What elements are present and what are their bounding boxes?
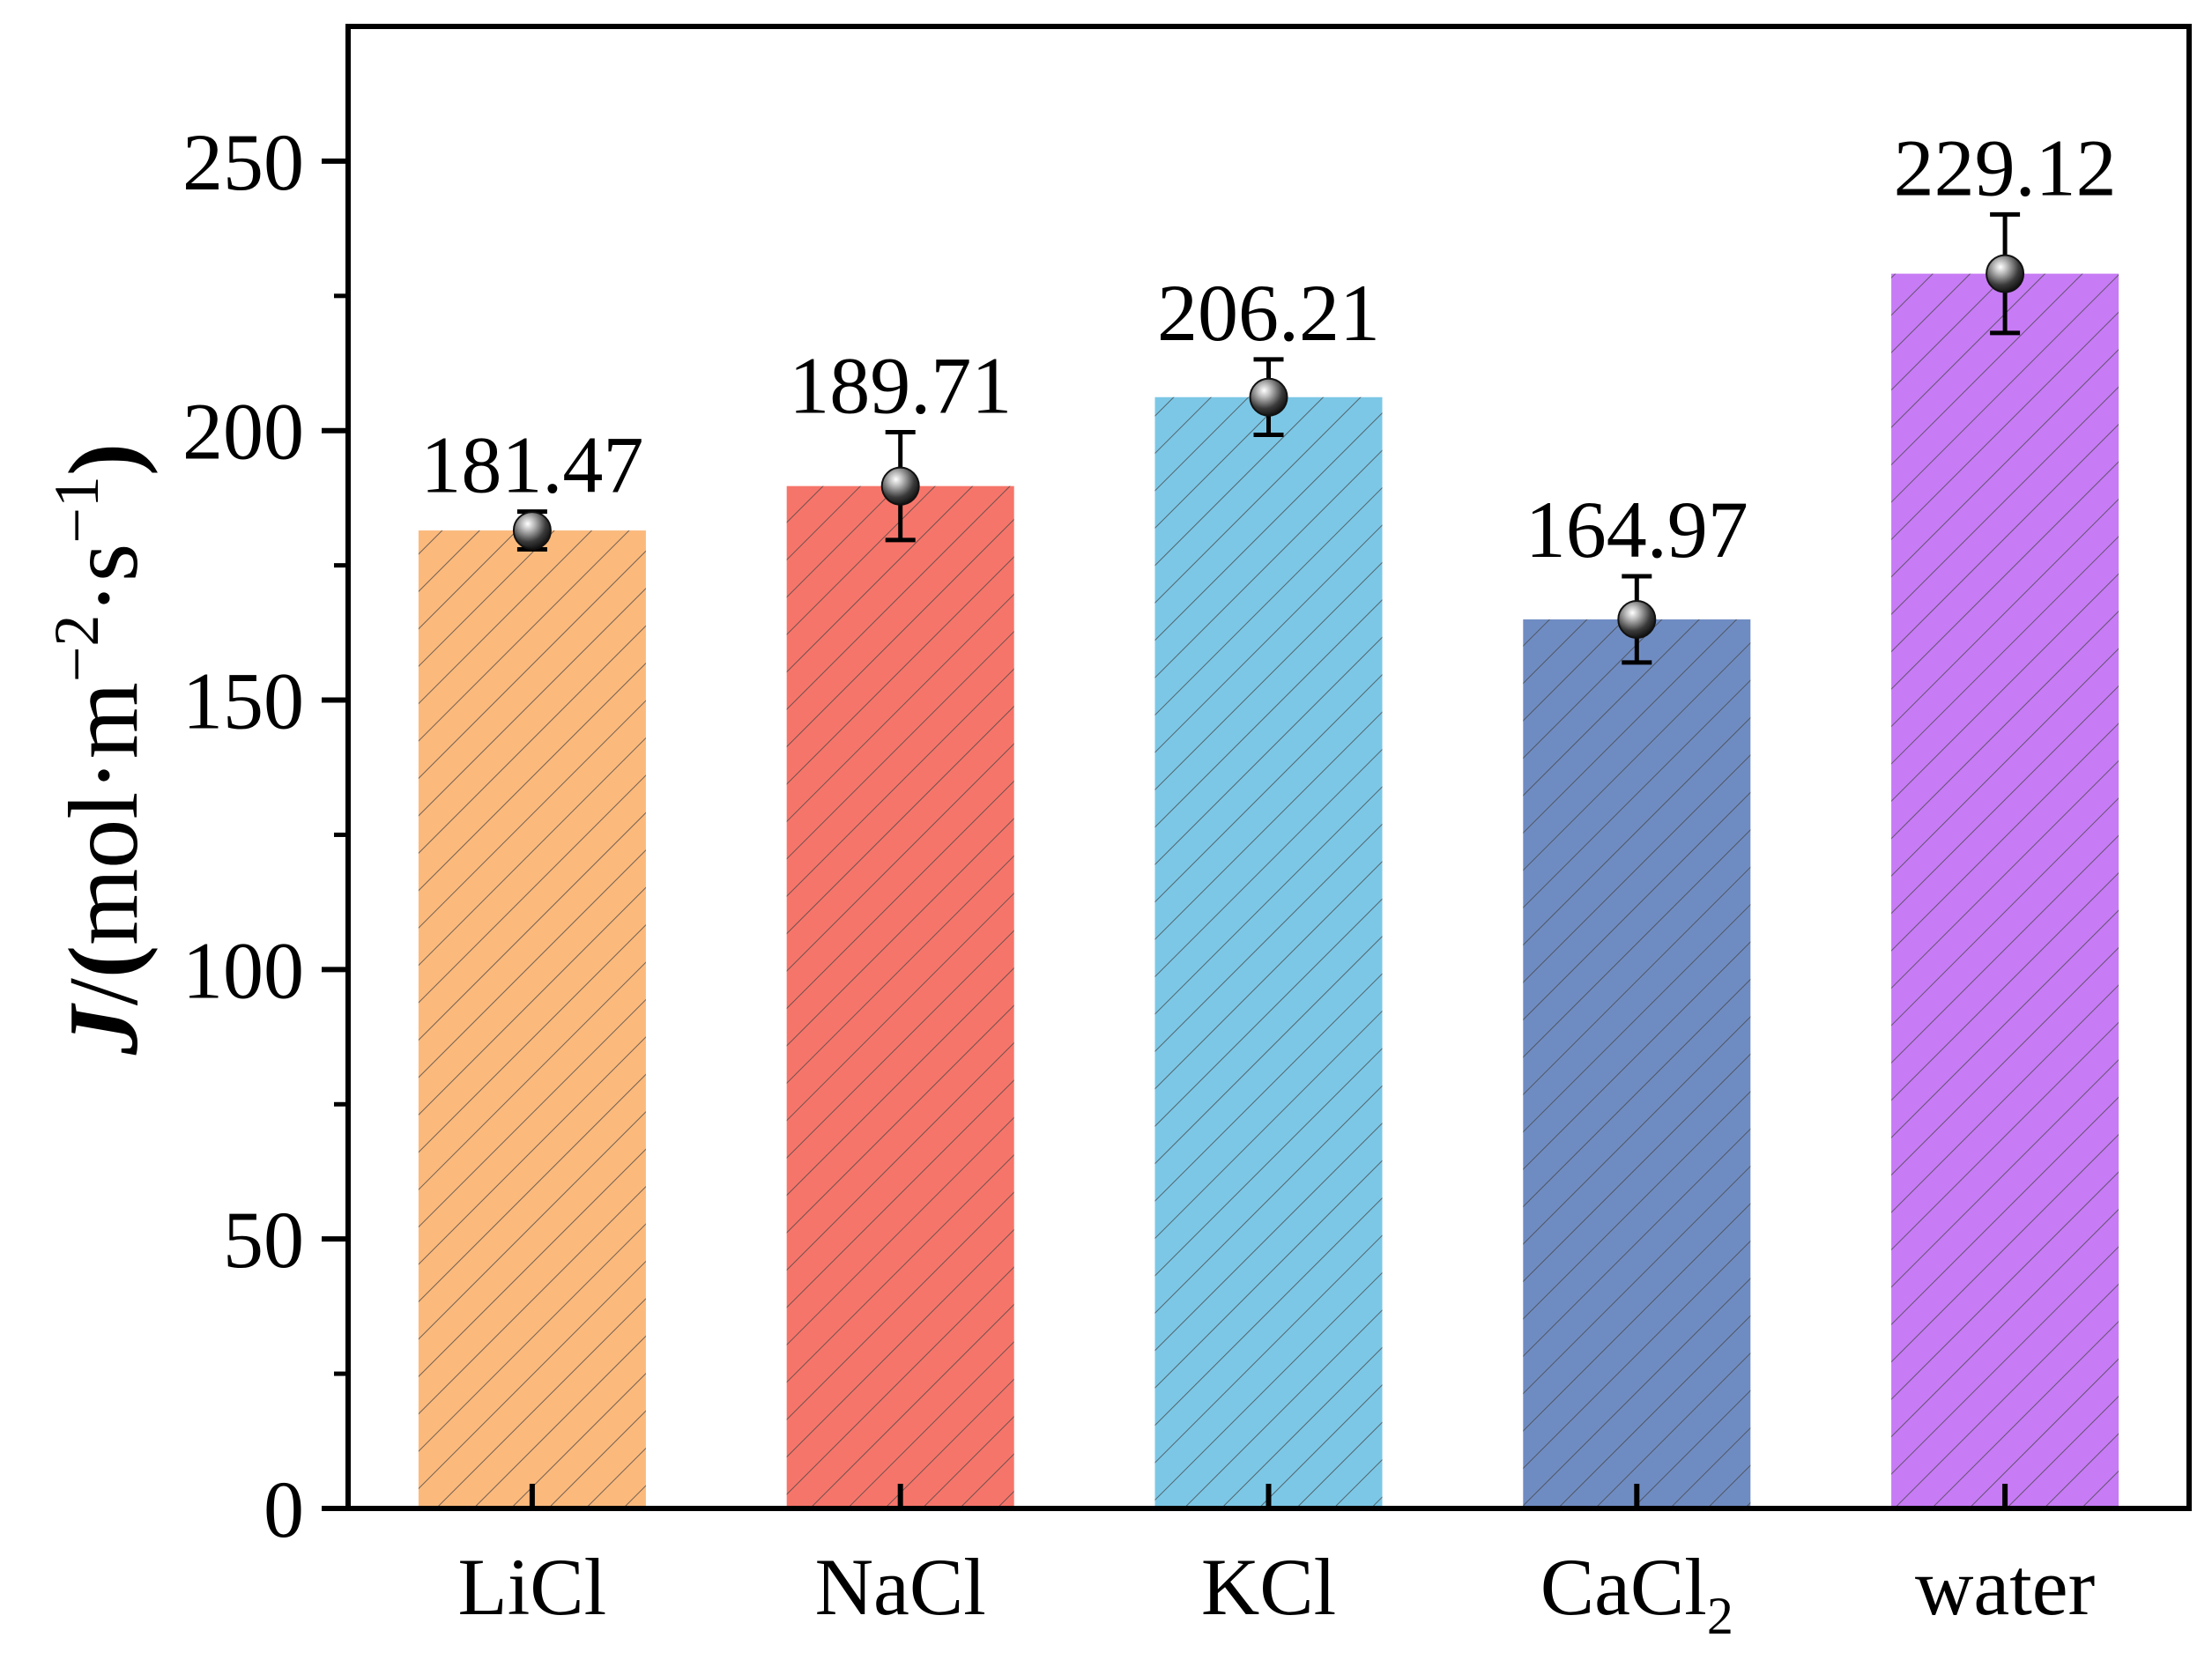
- y-axis-label-unit-s: ·s: [49, 544, 159, 615]
- bars-group: [418, 273, 2119, 1509]
- y-tick-label-200: 200: [182, 387, 304, 477]
- data-point-cacl2: [1617, 599, 1657, 639]
- data-point-nacl: [880, 466, 920, 506]
- x-tick-label-licl: LiCl: [458, 1542, 607, 1632]
- y-tick-label-250: 250: [182, 117, 304, 207]
- x-tick-label-nacl: NaCl: [815, 1542, 986, 1632]
- value-label-nacl: 189.71: [789, 341, 1012, 431]
- y-tick-label-100: 100: [182, 925, 304, 1015]
- y-axis-label: J/(mol·m−2·s−1): [41, 443, 159, 1056]
- y-axis-label-variable: J: [49, 1003, 159, 1056]
- y-axis-label-unit-mol: mol·m: [49, 682, 159, 945]
- data-point-kcl: [1249, 377, 1288, 417]
- x-tick-label-kcl: KCl: [1201, 1542, 1336, 1632]
- value-label-cacl2: 164.97: [1525, 485, 1748, 574]
- error-bars-group: [512, 211, 2025, 665]
- bar-hatch-licl: [418, 530, 646, 1508]
- value-label-water: 229.12: [1894, 122, 2117, 212]
- y-tick-label-0: 0: [264, 1464, 304, 1554]
- data-point-water: [1986, 254, 2025, 293]
- data-point-licl: [512, 511, 552, 551]
- y-axis-label-sup1: −2: [41, 615, 112, 683]
- x-tick-label-cacl2: CaCl2: [1540, 1542, 1733, 1645]
- y-axis-label-sup2: −1: [41, 476, 112, 544]
- y-tick-label-50: 50: [223, 1195, 304, 1285]
- y-axis-label-open: (: [49, 945, 159, 978]
- y-tick-label-150: 150: [182, 656, 304, 746]
- value-label-kcl: 206.21: [1157, 268, 1380, 358]
- value-labels-group: 181.47 189.71 206.21 164.97 229.12: [420, 122, 2116, 574]
- bar-hatch-nacl: [786, 485, 1014, 1508]
- bar-hatch-kcl: [1154, 396, 1383, 1509]
- bar-hatch-water: [1891, 273, 2119, 1508]
- y-axis-label-close: ): [49, 443, 159, 476]
- y-axis: 0 50 100 150 200 250: [182, 117, 348, 1554]
- bar-hatch-cacl2: [1523, 619, 1751, 1508]
- y-axis-label-slash: /: [49, 977, 159, 1005]
- x-axis: LiCl NaCl KCl CaCl2 water: [458, 1484, 2095, 1645]
- value-label-licl: 181.47: [420, 420, 643, 510]
- x-tick-label-water: water: [1915, 1542, 2095, 1632]
